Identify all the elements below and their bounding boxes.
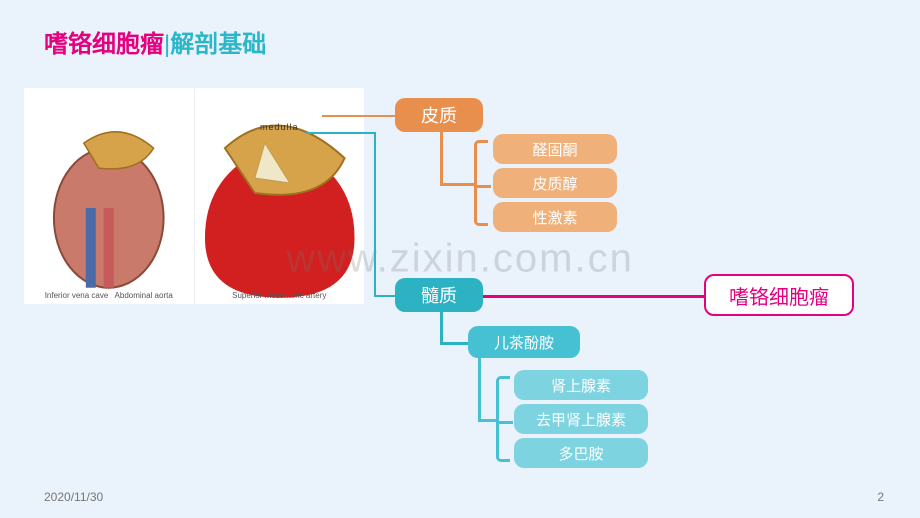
- anatomy-image: Inferior vena cave Abdominal aorta medul…: [24, 88, 364, 304]
- medulla-label: medulla: [260, 122, 299, 132]
- node-aldo: 醛固酮: [493, 134, 617, 164]
- node-tumor: 嗜铬细胞瘤: [704, 274, 854, 316]
- node-catech: 儿茶酚胺: [468, 326, 580, 358]
- node-dopa: 多巴胺: [514, 438, 648, 468]
- caption-left: Inferior vena cave Abdominal aorta: [24, 291, 194, 300]
- connector-img_to_medulla_h1: [306, 132, 374, 134]
- connector-cortex_to_bracket_h: [440, 183, 474, 186]
- connector-img_to_medulla_h2: [374, 295, 395, 297]
- footer-page: 2: [877, 490, 884, 504]
- node-norepi: 去甲肾上腺素: [514, 404, 648, 434]
- connector-catech_to_bracket_h: [478, 419, 496, 422]
- footer-date: 2020/11/30: [44, 490, 103, 504]
- caption-right: Superior mesenteric artery: [195, 291, 365, 300]
- connector-catech_to_bracket_v: [478, 358, 481, 419]
- title-part1: 嗜铬细胞瘤: [44, 31, 164, 58]
- node-sexhorm: 性激素: [493, 202, 617, 232]
- node-cortisol: 皮质醇: [493, 168, 617, 198]
- connector-cortex_to_bracket_v: [440, 132, 443, 183]
- title-part2: 解剖基础: [170, 31, 266, 58]
- anatomy-image-right: medulla Superior mesenteric artery: [195, 88, 365, 304]
- connector-medulla_to_catech_h: [440, 342, 468, 345]
- connector-img_to_cortex: [322, 115, 395, 117]
- anatomy-image-left: Inferior vena cave Abdominal aorta: [24, 88, 195, 304]
- node-epi: 肾上腺素: [514, 370, 648, 400]
- slide-title: 嗜铬细胞瘤|解剖基础: [44, 24, 266, 59]
- connector-medulla_to_tumor: [483, 295, 704, 298]
- connector-img_to_medulla_v: [374, 132, 376, 295]
- bracket-cortex_children: [474, 140, 488, 226]
- node-cortex: 皮质: [395, 98, 483, 132]
- node-medulla: 髓质: [395, 278, 483, 312]
- bracket-catech_children: [496, 376, 510, 462]
- connector-medulla_to_catech_v: [440, 312, 443, 342]
